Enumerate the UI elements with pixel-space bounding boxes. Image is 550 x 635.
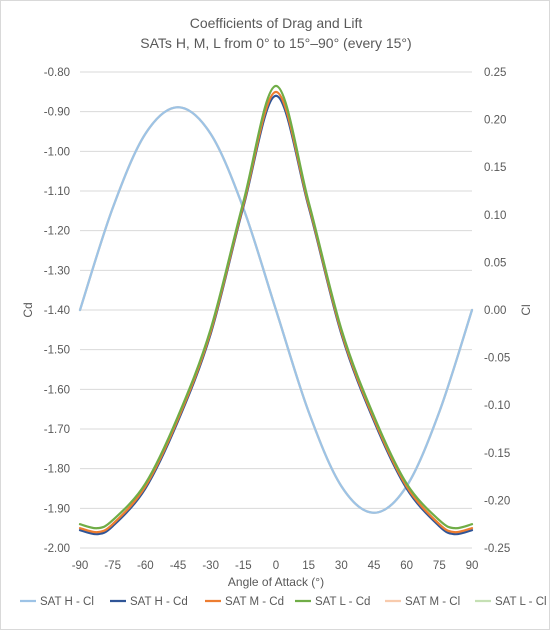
y2-tick-label: -0.15 [484, 448, 510, 460]
y2-tick-label: 0.15 [484, 162, 506, 174]
y2-tick-label: 0.25 [484, 67, 506, 79]
x-tick-label: 30 [335, 560, 348, 572]
x-tick-label: -90 [72, 560, 89, 572]
y-tick-label: -0.80 [44, 67, 70, 79]
y-tick-label: -1.10 [44, 186, 70, 198]
series-line-sat-m-cd [78, 90, 474, 534]
x-tick-label: -60 [137, 560, 154, 572]
y-tick-label: -1.80 [44, 464, 70, 476]
y-tick-label: -1.40 [44, 305, 70, 317]
y2-axis-title: Cl [519, 304, 533, 315]
y-tick-label: -1.00 [44, 146, 70, 158]
legend-label: SAT L - Cd [315, 596, 370, 608]
y2-tick-label: 0.05 [484, 257, 506, 269]
y-tick-label: -1.30 [44, 265, 70, 277]
legend-label: SAT M - Cd [225, 596, 284, 608]
y-axis-right: 0.25 0.20 0.15 0.10 0.05 0.00 -0.05 -0.10 -0.15 -… [484, 67, 510, 555]
x-tick-label: 60 [400, 560, 413, 572]
legend-label: SAT M - Cl [405, 596, 460, 608]
x-tick-label: 0 [273, 560, 279, 572]
y2-tick-label: -0.10 [484, 400, 510, 412]
y2-tick-label: 0.10 [484, 210, 506, 222]
y2-tick-label: 0.20 [484, 115, 506, 127]
series-line-sat-l-cd [78, 84, 474, 530]
y2-tick-label: -0.05 [484, 353, 510, 365]
x-tick-label: -15 [235, 560, 252, 572]
y-tick-label: -1.70 [44, 424, 70, 436]
y-tick-label: -1.90 [44, 503, 70, 515]
y-tick-label: -1.50 [44, 345, 70, 357]
legend-label: SAT H - Cd [130, 596, 188, 608]
plot-area [78, 84, 474, 536]
y-tick-label: -2.00 [44, 543, 70, 555]
y-tick-label: -1.60 [44, 384, 70, 396]
chart-subtitle: SATs H, M, L from 0° to 15°–90° (every 1… [140, 35, 411, 51]
y-tick-label: -0.90 [44, 107, 70, 119]
x-tick-label: -75 [104, 560, 121, 572]
legend-label: SAT H - Cl [40, 596, 94, 608]
series-line-sat-h-cd [78, 94, 474, 536]
x-tick-label: -30 [202, 560, 219, 572]
series-line-sat-h-cl [78, 106, 474, 514]
y2-tick-label: 0.00 [484, 305, 506, 317]
x-tick-label: 90 [466, 560, 479, 572]
y-tick-label: -1.20 [44, 226, 70, 238]
y2-tick-label: -0.20 [484, 495, 510, 507]
legend-label: SAT L - Cl [495, 596, 547, 608]
x-axis: -90 -75 -60 -45 -30 -15 0 15 30 45 60 75 90 [72, 560, 479, 572]
y-axis-left: -0.80 -0.90 -1.00 -1.10 -1.20 -1.30 -1.40 -1.50… [44, 67, 70, 555]
y-axis-title: Cd [21, 302, 35, 317]
y2-tick-label: -0.25 [484, 543, 510, 555]
legend: SAT H - Cl SAT H - Cd SAT M - Cd SAT L - Cd… [20, 596, 547, 608]
x-tick-label: -45 [170, 560, 187, 572]
x-tick-label: 75 [433, 560, 446, 572]
x-tick-label: 45 [368, 560, 381, 572]
x-tick-label: 15 [302, 560, 315, 572]
x-axis-title: Angle of Attack (°) [228, 575, 324, 589]
chart-title: Coefficients of Drag and Lift [190, 15, 363, 31]
gridlines [80, 71, 472, 549]
